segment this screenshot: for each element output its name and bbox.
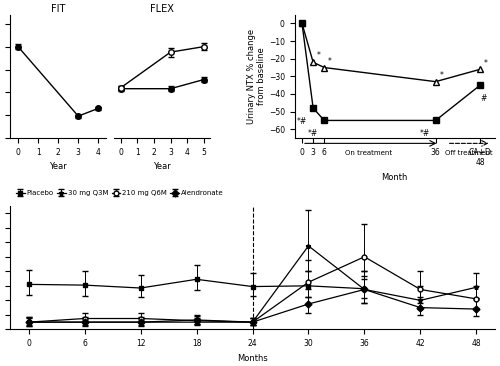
X-axis label: Months: Months <box>237 354 268 363</box>
Y-axis label: Urinary NTX % change
from baseline: Urinary NTX % change from baseline <box>246 29 266 124</box>
Text: *: * <box>484 59 488 68</box>
Title: FLEX: FLEX <box>150 4 174 14</box>
Legend: Placebo, 30 mg Q3M, 210 mg Q6M, Alendronate: Placebo, 30 mg Q3M, 210 mg Q6M, Alendron… <box>14 187 226 199</box>
Title: FIT: FIT <box>51 4 66 14</box>
Text: Off treatment: Off treatment <box>445 150 493 156</box>
Text: *: * <box>328 57 332 66</box>
Text: *: * <box>440 71 443 80</box>
X-axis label: Month: Month <box>382 173 408 182</box>
Text: *#: *# <box>420 129 430 138</box>
X-axis label: Year: Year <box>154 163 171 171</box>
X-axis label: Year: Year <box>50 163 67 171</box>
Text: *#: *# <box>308 129 318 138</box>
Text: #: # <box>480 94 487 103</box>
Text: On treatment: On treatment <box>346 150 393 156</box>
Text: *: * <box>317 52 320 60</box>
Text: *#: *# <box>297 117 307 126</box>
